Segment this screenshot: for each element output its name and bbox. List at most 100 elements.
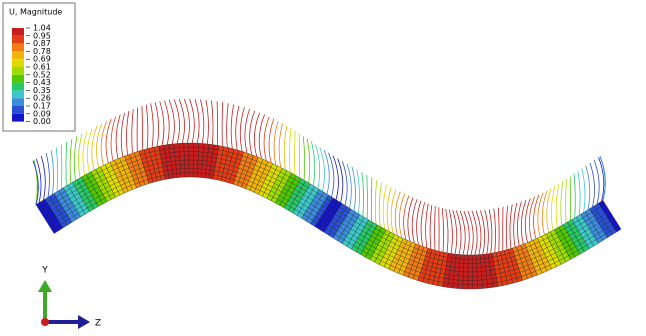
fiber bbox=[307, 139, 309, 183]
fiber bbox=[195, 99, 199, 143]
fiber bbox=[566, 179, 567, 223]
fiber bbox=[379, 183, 381, 227]
fiber bbox=[547, 189, 551, 233]
fiber bbox=[126, 111, 128, 155]
fiber bbox=[200, 99, 203, 143]
fiber bbox=[494, 209, 496, 253]
fiber bbox=[240, 107, 244, 151]
fiber bbox=[70, 139, 72, 183]
fiber bbox=[446, 209, 448, 253]
fiber bbox=[449, 210, 452, 254]
fiber bbox=[169, 100, 174, 144]
fiber bbox=[250, 111, 255, 155]
fiber bbox=[206, 100, 209, 144]
legend-swatch bbox=[12, 75, 24, 83]
fiber bbox=[284, 126, 287, 170]
fiber bbox=[561, 182, 563, 226]
fiber bbox=[551, 186, 555, 230]
fiber bbox=[79, 134, 83, 178]
fiber bbox=[421, 202, 425, 246]
fiber bbox=[274, 121, 278, 165]
fiber bbox=[254, 113, 259, 157]
y-arrow-head bbox=[38, 280, 52, 292]
fiber bbox=[594, 160, 599, 204]
fiber bbox=[41, 156, 45, 200]
fiber bbox=[56, 148, 57, 192]
legend-swatch bbox=[12, 98, 24, 106]
fiber bbox=[245, 109, 250, 153]
fiber bbox=[514, 203, 517, 247]
fiber bbox=[357, 170, 360, 214]
fiber bbox=[66, 142, 67, 186]
fiber bbox=[498, 208, 499, 252]
fiber bbox=[116, 115, 120, 159]
fiber bbox=[510, 204, 512, 248]
fiber bbox=[316, 144, 320, 188]
fiber bbox=[517, 202, 521, 246]
y-axis-label: Y bbox=[41, 266, 48, 276]
triad: Y Z bbox=[38, 266, 101, 330]
fiber bbox=[289, 128, 291, 172]
fiber bbox=[174, 100, 179, 144]
fiber bbox=[279, 123, 282, 167]
fiber bbox=[111, 117, 116, 161]
fiber bbox=[155, 102, 158, 146]
fiber bbox=[556, 184, 559, 228]
legend-swatch bbox=[12, 83, 24, 91]
fiber bbox=[160, 101, 164, 145]
fiber bbox=[362, 172, 364, 216]
fiber bbox=[347, 164, 351, 208]
fiber bbox=[320, 147, 325, 191]
fiber bbox=[217, 101, 218, 145]
legend-swatch bbox=[12, 114, 24, 122]
fiber bbox=[453, 210, 457, 254]
fiber bbox=[190, 99, 195, 143]
fiber bbox=[367, 175, 368, 219]
fiber bbox=[142, 106, 143, 150]
fiber bbox=[574, 174, 575, 218]
legend-label: 0.00 bbox=[33, 117, 51, 126]
legend-swatch bbox=[12, 67, 24, 75]
fiber bbox=[485, 210, 489, 254]
fiber bbox=[259, 115, 264, 159]
fiber bbox=[303, 136, 304, 180]
fiber bbox=[211, 101, 213, 145]
fiber bbox=[179, 99, 184, 143]
fiber bbox=[132, 109, 134, 153]
legend-swatch bbox=[12, 28, 24, 36]
fiber bbox=[222, 102, 223, 146]
fiber bbox=[590, 163, 595, 207]
fiber bbox=[506, 206, 507, 250]
fiber bbox=[578, 171, 580, 215]
fiber bbox=[489, 209, 492, 253]
fiber bbox=[264, 117, 269, 161]
fiber bbox=[46, 153, 49, 197]
fiber bbox=[231, 105, 234, 149]
fiber bbox=[294, 131, 295, 175]
fiber bbox=[435, 206, 436, 250]
legend-title: U, Magnitude bbox=[9, 8, 62, 17]
origin bbox=[41, 318, 49, 326]
fiber bbox=[106, 119, 111, 163]
legend-swatch bbox=[12, 59, 24, 67]
fiber bbox=[383, 185, 386, 229]
fiber bbox=[164, 101, 169, 145]
fiber bbox=[387, 187, 391, 231]
fiber bbox=[74, 136, 77, 180]
fiber bbox=[87, 129, 92, 173]
fiber bbox=[236, 106, 239, 150]
fiber bbox=[426, 204, 429, 248]
fiber bbox=[430, 205, 432, 249]
fiber bbox=[227, 103, 229, 147]
fiber bbox=[352, 167, 356, 211]
model bbox=[33, 99, 621, 289]
fiber bbox=[83, 131, 87, 175]
fiber bbox=[417, 201, 421, 245]
fiber bbox=[184, 99, 189, 143]
fiber bbox=[582, 168, 585, 212]
legend-swatch bbox=[12, 36, 24, 44]
fiber bbox=[269, 119, 274, 163]
fiber bbox=[442, 208, 443, 252]
z-arrow-head bbox=[78, 315, 90, 329]
legend-swatch bbox=[12, 51, 24, 59]
